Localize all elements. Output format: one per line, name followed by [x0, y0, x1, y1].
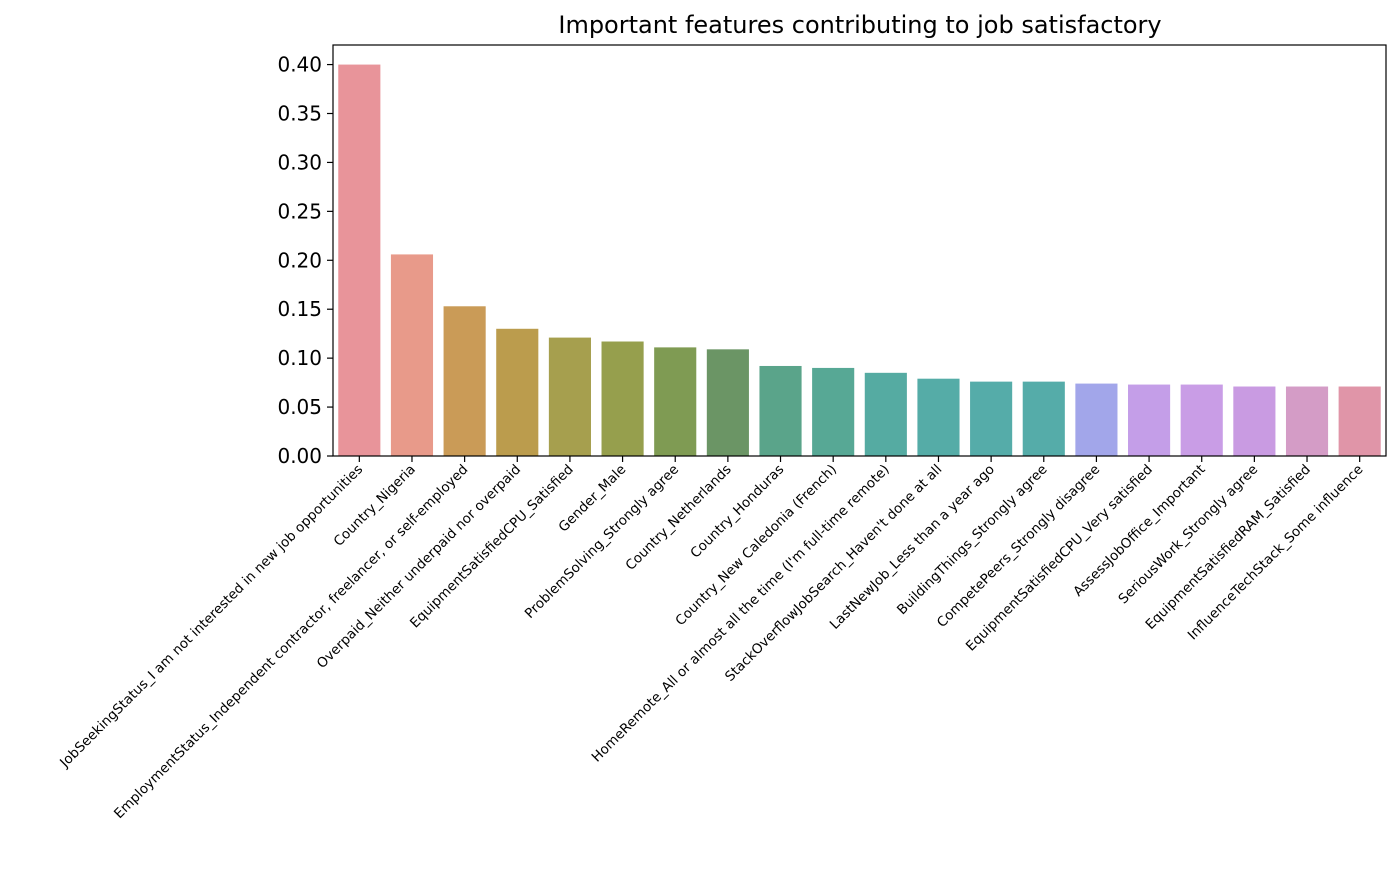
bar-4	[548, 337, 591, 456]
bar-8	[759, 365, 802, 456]
x-tick-label: EquipmentSatisfiedCPU_Very satisfied	[963, 462, 1156, 655]
bar-15	[1128, 384, 1171, 456]
bar-3	[496, 328, 539, 456]
y-tick-label: 0.25	[277, 199, 322, 223]
bar-17	[1233, 386, 1276, 456]
y-tick-label: 0.10	[277, 346, 322, 370]
y-tick-label: 0.20	[277, 248, 322, 272]
x-tick-label: Country_Honduras	[687, 462, 787, 562]
bars-group	[338, 64, 1381, 457]
chart-title: Important features contributing to job s…	[558, 11, 1161, 39]
bar-14	[1075, 383, 1118, 456]
bar-6	[654, 347, 697, 456]
bar-11	[917, 378, 960, 456]
bar-12	[970, 381, 1013, 456]
y-tick-label: 0.40	[277, 53, 322, 77]
bar-2	[443, 306, 486, 456]
y-tick-label: 0.15	[277, 297, 322, 321]
y-tick-label: 0.00	[277, 444, 322, 468]
bar-13	[1022, 381, 1065, 456]
x-tick-label: Country_Netherlands	[622, 462, 734, 574]
bar-16	[1180, 384, 1223, 456]
y-tick-label: 0.30	[277, 150, 322, 174]
bar-5	[601, 341, 644, 456]
bar-7	[706, 349, 749, 456]
x-tick-label: EmploymentStatus_Independent contractor,…	[111, 462, 471, 822]
y-axis: 0.00 0.05 0.10 0.15 0.20 0.25 0.30 0.35 0.40	[277, 53, 333, 468]
y-tick-label: 0.35	[277, 102, 322, 126]
bar-9	[812, 367, 855, 456]
y-tick-label: 0.05	[277, 395, 322, 419]
bar-19	[1338, 386, 1381, 456]
plot-frame	[332, 44, 1387, 457]
x-axis: JobSeekingStatus_I am not interested in …	[56, 456, 1367, 822]
bar-0	[338, 64, 381, 457]
bar-10	[864, 372, 907, 456]
bar-18	[1285, 386, 1329, 456]
bar-1	[390, 254, 434, 456]
